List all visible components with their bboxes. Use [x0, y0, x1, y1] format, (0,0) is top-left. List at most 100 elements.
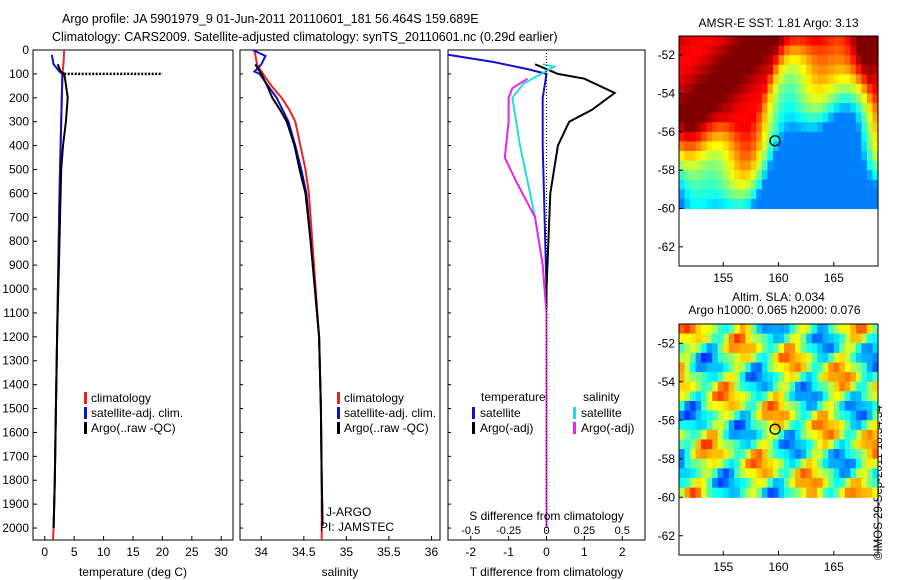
map-cell [717, 410, 724, 421]
map-cell [795, 439, 802, 450]
map-cell [723, 64, 730, 75]
map-cell [756, 179, 763, 190]
map-cell [806, 83, 813, 95]
legend-label: Argo(..raw -QC) [344, 421, 429, 435]
legend-swatch [472, 407, 475, 419]
map-cell [828, 131, 835, 143]
map-cell [850, 74, 857, 85]
map-cell [817, 381, 824, 392]
map-cell [739, 179, 746, 190]
map-cell [772, 103, 780, 114]
map-cell [723, 352, 730, 364]
map-cell [723, 122, 730, 133]
map-cell [750, 55, 757, 66]
map-cell [833, 420, 840, 431]
map-cell [811, 449, 818, 460]
map-cell [795, 352, 802, 364]
map-cell [839, 74, 846, 85]
map-cell [872, 83, 879, 95]
map-cell [684, 333, 691, 344]
map-cell [784, 324, 791, 335]
map-cell [778, 381, 785, 392]
map-cell [828, 45, 835, 56]
map-cell [811, 45, 818, 56]
map-cell [745, 179, 752, 190]
map-cell [839, 45, 846, 56]
map-cell [690, 141, 697, 152]
map-cell [800, 449, 807, 460]
map-cell [679, 170, 686, 181]
map-cell [789, 401, 796, 412]
map-cell [795, 122, 802, 133]
map-cell [872, 141, 879, 152]
map-cell [756, 381, 763, 392]
map-cell [728, 55, 735, 66]
map-cell [712, 36, 719, 47]
map-cell [866, 93, 874, 104]
map-cell [750, 410, 757, 421]
map-cell [800, 324, 807, 335]
map-cell [772, 468, 780, 479]
map-cell [833, 93, 840, 104]
map-cell [761, 74, 769, 85]
map-cell [706, 468, 713, 479]
map-cell [789, 112, 796, 123]
map-cell [723, 74, 730, 85]
map-cell [706, 198, 713, 210]
map-cell [745, 420, 752, 431]
map-cell [701, 478, 708, 489]
map-cell [789, 468, 796, 479]
map-cell [800, 189, 807, 200]
map-cell [866, 391, 874, 402]
map-cell [817, 449, 824, 460]
map-cell [723, 83, 730, 95]
map-cell [739, 151, 746, 162]
map-cell [756, 449, 763, 460]
map-cell [872, 458, 879, 469]
map-cell [695, 36, 702, 47]
y-tick-label: 800 [9, 234, 29, 248]
map-cell [717, 45, 724, 56]
map-cell [844, 343, 851, 354]
map-cell [756, 64, 763, 75]
map-cell [701, 122, 708, 133]
map-cell [706, 36, 713, 47]
y-tick-label: 1300 [2, 354, 29, 368]
series-line-salinity-satellite [511, 63, 557, 528]
map-cell [822, 401, 829, 412]
map-cell [684, 478, 691, 489]
map-cell [701, 420, 708, 431]
map-cell [767, 478, 774, 489]
map-cell [866, 324, 874, 335]
map-cell [789, 458, 796, 469]
map-cell [745, 381, 752, 392]
y-tick-label: 1500 [2, 402, 29, 416]
map-cell [750, 478, 757, 489]
map-cell [817, 112, 824, 123]
map-cell [811, 55, 818, 66]
map-cell [684, 324, 691, 335]
map-cell [706, 352, 713, 364]
map-cell [750, 151, 757, 162]
map-cell [839, 36, 846, 47]
map-cell [712, 189, 719, 200]
map-cell [695, 343, 702, 354]
map-cell [844, 179, 851, 190]
map-cell [695, 55, 702, 66]
map-cell [822, 429, 829, 441]
x-tick-label: 2 [619, 545, 626, 559]
map-cell [872, 179, 879, 190]
map-cell [750, 64, 757, 75]
map-cell [701, 401, 708, 412]
map-cell [684, 151, 691, 162]
map-cell [761, 449, 769, 460]
map-cell [761, 478, 769, 489]
map-cell [795, 362, 802, 373]
map-cell [844, 391, 851, 402]
map-cell [855, 420, 863, 431]
map-cell [866, 352, 874, 364]
map-cell [761, 189, 769, 200]
map-cell [822, 103, 829, 114]
map-cell [789, 439, 796, 450]
map-cell [839, 449, 846, 460]
